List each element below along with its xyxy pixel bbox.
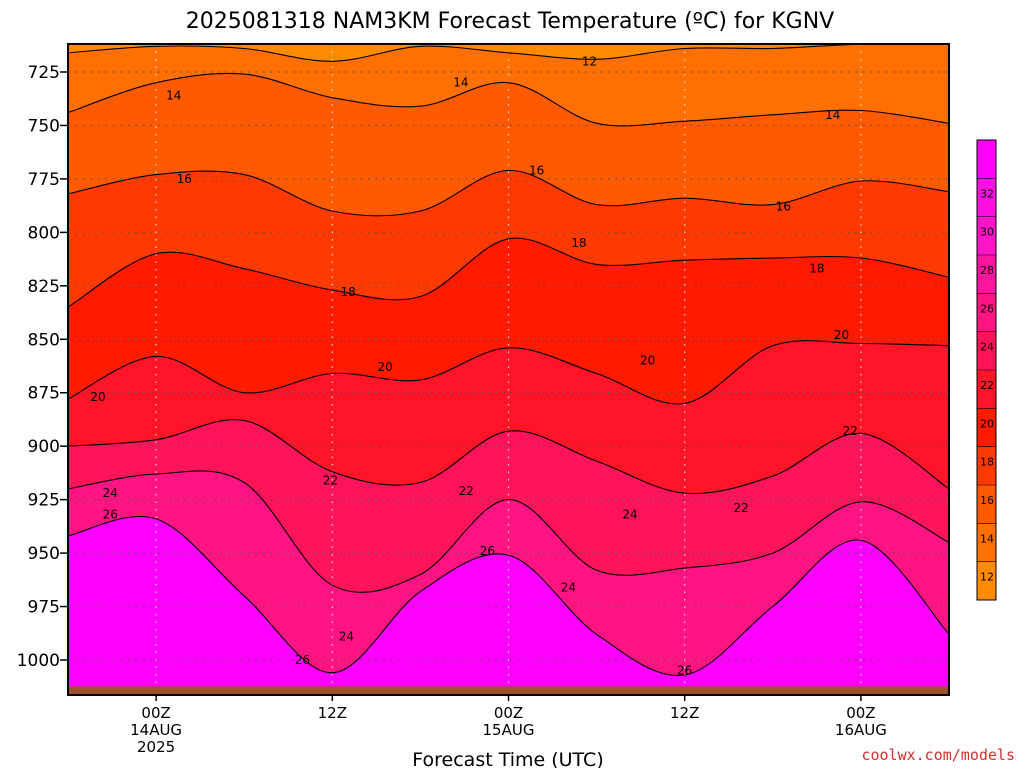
colorbar-segment	[977, 523, 996, 563]
y-tick-label: 1000	[17, 651, 60, 671]
y-tick-label: 850	[28, 330, 60, 350]
y-tick-label: 950	[28, 544, 60, 564]
colorbar-segment	[977, 485, 996, 524]
contour-label: 24	[103, 486, 118, 500]
contour-label: 26	[103, 508, 118, 522]
contour-label: 24	[622, 508, 637, 522]
contour-label: 20	[90, 390, 105, 404]
band-below-14	[68, 44, 949, 126]
contour-label: 20	[378, 360, 393, 374]
y-tick-label: 875	[28, 384, 60, 404]
colorbar: 12 14 16 18 20 22 24 26 28 30 32	[976, 139, 997, 601]
contour-label: 22	[733, 501, 748, 515]
contour-26	[68, 516, 949, 677]
x-tick-label: 00Z	[494, 704, 523, 722]
contour-label: 16	[776, 200, 791, 214]
contour-22	[68, 419, 949, 495]
plot-area: 12 14 14 14 16 16 16 18 18 18 20 20 20 20 22 22 22 22 24 24…	[68, 44, 949, 695]
x-tick-label: 00Z	[846, 704, 875, 722]
contour-18	[68, 237, 949, 308]
x-tick-label: 14AUG	[130, 721, 182, 739]
x-tick-label: 16AUG	[835, 721, 887, 739]
contour-label: 20	[834, 328, 849, 342]
contour-label: 16	[177, 172, 192, 186]
contour-24	[68, 470, 949, 593]
colorbar-segment	[977, 331, 996, 371]
colorbar-label: 26	[980, 302, 994, 315]
contour-label: 14	[825, 108, 840, 122]
y-tick-label: 775	[28, 170, 60, 190]
contour-label: 20	[640, 354, 655, 368]
contour-label: 18	[341, 285, 356, 299]
colorbar-segment	[977, 370, 996, 409]
y-tick-label: 750	[28, 116, 60, 136]
contour-labels: 12 14 14 14 16 16 16 18 18 18 20 20 20 20 22 22 22 22 24 24…	[90, 54, 858, 677]
contour-label: 26	[480, 544, 495, 558]
contour-12	[68, 44, 949, 62]
y-tick-label: 925	[28, 491, 60, 511]
colorbar-segment	[977, 255, 996, 294]
contour-label: 14	[166, 89, 181, 103]
x-tick-label: 12Z	[318, 704, 347, 722]
colorbar-segment	[977, 216, 996, 256]
contour-16	[68, 169, 949, 217]
y-axis: 725 750 775 800 825 850 875 900 925 950 975 1000	[17, 63, 68, 671]
contour-label: 12	[582, 54, 597, 68]
colorbar-segment	[977, 561, 996, 601]
colorbar-label: 32	[980, 187, 994, 200]
colorbar-segment	[977, 140, 996, 179]
colorbar-label: 22	[980, 379, 994, 392]
colorbar-label: 20	[980, 417, 994, 430]
x-tick-label: 15AUG	[483, 721, 535, 739]
contour-20	[68, 340, 949, 405]
colorbar-label: 28	[980, 264, 994, 277]
colorbar-segment	[977, 408, 996, 448]
contour-label: 24	[339, 629, 354, 643]
x-tick-label: 2025	[137, 738, 175, 756]
contour-label: 18	[809, 262, 824, 276]
contour-label: 22	[459, 484, 474, 498]
x-axis-label: Forecast Time (UTC)	[412, 749, 603, 768]
temperature-bands	[68, 44, 949, 695]
y-tick-label: 725	[28, 63, 60, 83]
y-tick-label: 900	[28, 437, 60, 457]
credit-text: coolwx.com/models	[861, 746, 1015, 764]
contour-lines	[68, 44, 949, 677]
contour-14	[68, 72, 949, 127]
colorbar-segment	[977, 446, 996, 486]
contour-label: 16	[529, 163, 544, 177]
colorbar-segment	[977, 293, 996, 333]
colorbar-segment	[977, 178, 996, 218]
terrain-surface	[68, 686, 949, 695]
chart-title: 2025081318 NAM3KM Forecast Temperature (…	[186, 9, 834, 34]
x-tick-label: 12Z	[670, 704, 699, 722]
y-tick-label: 975	[28, 598, 60, 618]
y-tick-label: 800	[28, 223, 60, 243]
colorbar-label: 30	[980, 226, 994, 239]
contour-label: 18	[571, 236, 586, 250]
contour-label: 26	[295, 653, 310, 667]
contour-label: 26	[677, 664, 692, 678]
x-tick-label: 00Z	[141, 704, 170, 722]
contour-label: 24	[561, 580, 576, 594]
contour-label: 22	[323, 473, 338, 487]
contour-label: 14	[453, 76, 468, 90]
colorbar-label: 18	[980, 456, 994, 469]
contour-label: 22	[843, 424, 858, 438]
colorbar-label: 14	[980, 532, 994, 545]
colorbar-label: 12	[980, 571, 994, 584]
y-tick-label: 825	[28, 277, 60, 297]
colorbar-label: 24	[980, 341, 994, 354]
colorbar-label: 16	[980, 494, 994, 507]
